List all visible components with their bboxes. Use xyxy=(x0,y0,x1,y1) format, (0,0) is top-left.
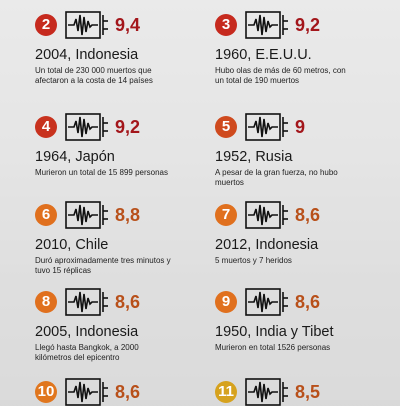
magnitude: 8,6 xyxy=(295,292,321,312)
seismograph-icon xyxy=(245,201,288,229)
rank-badge: 10 xyxy=(35,381,57,403)
magnitude: 9,2 xyxy=(115,117,141,137)
magnitude: 8,8 xyxy=(115,205,141,225)
rank-badge: 3 xyxy=(215,14,237,36)
seismograph-icon xyxy=(245,11,288,39)
rank-badge: 2 xyxy=(35,14,57,36)
magnitude: 9 xyxy=(295,117,306,137)
event-title: 1952, Rusia xyxy=(215,149,293,165)
seismograph-icon xyxy=(245,378,288,406)
rank-badge: 8 xyxy=(35,291,57,313)
magnitude: 8,5 xyxy=(295,382,321,402)
seismograph-icon xyxy=(65,378,108,406)
event-description: Un total de 230 000 muertos que afectaro… xyxy=(35,66,153,85)
event-title: 1964, Japón xyxy=(35,149,115,165)
seismograph-icon xyxy=(65,201,108,229)
event-description: Murieron en total 1526 personas xyxy=(215,343,331,352)
seismograph-icon xyxy=(65,113,108,141)
rank-badge: 9 xyxy=(215,291,237,313)
event-description: Murieron un total de 15 899 personas xyxy=(35,168,168,177)
seismograph-icon xyxy=(245,288,288,316)
event-title: 2004, Indonesia xyxy=(35,47,139,63)
rank-badge: 5 xyxy=(215,116,237,138)
event-title: 2012, Indonesia xyxy=(215,237,319,253)
seismograph-icon xyxy=(65,11,108,39)
magnitude: 9,4 xyxy=(115,15,141,35)
seismograph-icon xyxy=(245,113,288,141)
magnitude: 9,2 xyxy=(295,15,321,35)
magnitude: 8,6 xyxy=(295,205,321,225)
rank-badge: 6 xyxy=(35,204,57,226)
rank-badge: 4 xyxy=(35,116,57,138)
magnitude: 8,6 xyxy=(115,382,141,402)
event-description: A pesar de la gran fuerza, no hubo muert… xyxy=(215,168,338,187)
event-title: 1950, India y Tibet xyxy=(215,324,334,340)
event-title: 2010, Chile xyxy=(35,237,109,253)
event-description: Duró aproximadamente tres minutos y tuvo… xyxy=(35,256,171,275)
seismograph-icon xyxy=(65,288,108,316)
event-description: Hubo olas de más de 60 metros, con un to… xyxy=(215,66,346,85)
event-description: Llegó hasta Bangkok, a 2000 kilómetros d… xyxy=(35,343,139,362)
rank-badge: 11 xyxy=(215,381,237,403)
event-description: 5 muertos y 7 heridos xyxy=(215,256,292,265)
event-title: 1960, E.E.U.U. xyxy=(215,47,312,63)
magnitude: 8,6 xyxy=(115,292,141,312)
rank-badge: 7 xyxy=(215,204,237,226)
event-title: 2005, Indonesia xyxy=(35,324,139,340)
